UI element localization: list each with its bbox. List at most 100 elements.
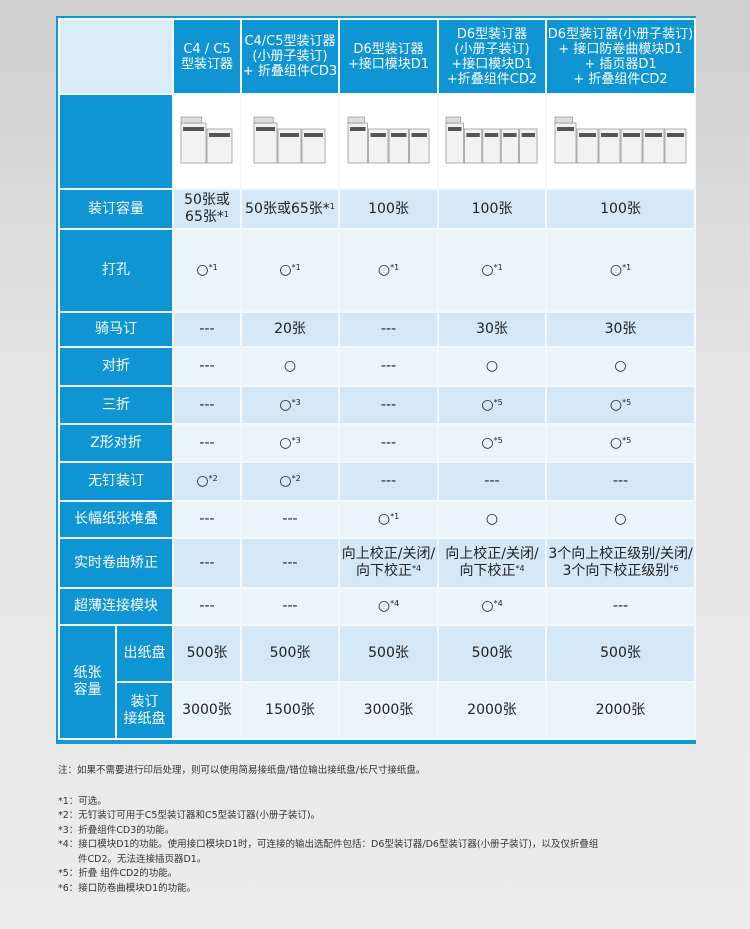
footnote-marker: *5 [622,435,632,445]
row-label: 长幅纸张堆叠 [58,500,174,539]
row-label-text: 骑马订 [95,321,137,337]
table-cell: 500张 [240,624,340,683]
table-cell: ○*3 [240,385,340,425]
footnote-marker: *4 [515,564,525,573]
footnote: *2：无钉装订可用于C5型装订器和C5型装订器(小册子装订)。 [58,810,321,821]
cell-value: 2000张 [467,702,517,718]
footnote-marker: *4 [411,564,422,573]
printer-illustration-icon [445,116,538,164]
row-label: 装订容量 [58,188,174,230]
row-label-text: 装订容量 [88,200,144,217]
footnote-marker: *4 [493,599,503,608]
corner-cell [58,18,174,95]
row-label: 打孔 [58,228,174,313]
cell-value: ○ [614,511,627,527]
footnote-marker: *6 [669,564,679,573]
cell-value: 向上校正/关闭/ 向下校正 [341,546,436,579]
table-row: Z形对折 --- ○*3 --- ○*5 ○*5 [58,423,696,463]
footnote: 件CD2。无法连接插页器D1。 [78,853,207,865]
table-cell: 3000张 [338,681,439,740]
table-cell: --- [172,385,242,425]
table-cell: --- [240,537,340,589]
table-row: 三折 --- ○*3 --- ○*5 ○*5 [58,385,696,425]
footnote-marker: 1 [329,201,335,211]
table-cell: --- [338,311,439,348]
column-header-text: D6型装订器(小册子装订) + 接口防卷曲模块D1 + 插页器D1 + 折叠组件… [547,26,694,87]
cell-value: --- [380,358,397,374]
table-cell: --- [545,461,696,502]
table-cell: --- [240,587,340,626]
capacity-row: 纸张 容量 出纸盘 500张 500张 500张 500张 500张 [58,624,696,740]
column-header: C4/C5型装订器 (小册子装订) + 折叠组件CD3 [240,18,340,95]
table-cell: --- [338,385,439,425]
cell-value: --- [199,396,215,413]
cell-value: 50张或65张* [245,200,330,217]
cell-value: 500张 [186,645,228,661]
table-cell: 100张 [437,188,547,230]
footnote-marker: *1 [390,512,400,521]
column-header: C4 / C5 型装订器 [172,18,242,95]
table-cell: ○*2 [172,461,242,502]
image-row [58,93,696,190]
cell-value: 100张 [471,200,513,217]
table-cell: 2000张 [437,681,547,740]
printer-illustration-icon [253,116,326,164]
footnote: *6：接口防卷曲模块D1的功能。 [58,882,197,894]
table-cell: --- [338,423,439,463]
cell-value: ○ [279,396,292,413]
image-row-label [58,93,174,190]
table-cell: 30张 [437,311,547,348]
table-cell: --- [172,311,242,348]
row-label-text: 装订 接纸盘 [123,693,166,727]
table-cell: ○*4 [437,587,547,626]
row-label: 无钉装订 [58,461,174,502]
cell-value: --- [380,321,397,337]
cell-value: --- [612,598,629,614]
cell-value: ○ [481,598,494,614]
cell-value: --- [282,511,298,527]
table-cell: 500张 [437,624,547,683]
note-main: 注：如果不需要进行印后处理，则可以使用简易接纸盘/错位输出接纸盘/长尺寸接纸盘。 [58,765,426,776]
row-label: 三折 [58,385,174,425]
table-cell: 50张或65张*1 [240,188,340,230]
table-cell: --- [240,500,340,539]
table-cell: 100张 [338,188,439,230]
table-row: 装订容量 50张或 65张*1 50张或65张*1 100张 100张 100张 [58,188,696,230]
column-header-text: D6型装订器 (小册子装订) +接口模块D1 +折叠组件CD2 [446,26,538,87]
cell-value: --- [199,511,215,527]
table-cell: 3000张 [172,681,242,740]
footnote-marker: *2 [291,474,301,483]
row-label-text: 长幅纸张堆叠 [74,511,158,527]
table-cell: 50张或 65张*1 [172,188,242,230]
product-image [172,93,242,190]
spec-comparison-table: C4 / C5 型装订器 C4/C5型装订器 (小册子装订) + 折叠组件CD3 D… [58,18,696,740]
footnote: *1：可选。 [58,795,107,807]
table-row: 无钉装订 ○*2 ○*2 --- --- --- [58,461,696,502]
notes: 注：如果不需要进行印后处理，则可以使用简易接纸盘/错位输出接纸盘/长尺寸接纸盘。… [58,764,598,896]
table-cell: --- [172,423,242,463]
cell-value: --- [484,473,500,489]
table-cell: ○*4 [338,587,439,626]
cell-value: ○ [377,511,391,527]
table-cell: --- [437,461,547,502]
row-label-text: 三折 [102,396,130,413]
cell-value: --- [199,358,215,374]
cell-value: ○ [609,396,623,413]
column-header-text: C4 / C5 型装订器 [180,41,233,72]
cell-value: ○ [609,262,623,278]
cell-value: 20张 [274,321,306,337]
row-label-text: Z形对折 [90,434,142,451]
table-cell: ○ [437,346,547,387]
row-label: 装订 接纸盘 [115,681,174,740]
footnote-marker: *5 [493,435,503,445]
cell-value: ○ [481,396,494,413]
table-cell: ○*5 [437,423,547,463]
table-cell: ○*5 [545,423,696,463]
cell-value: 3000张 [363,702,414,718]
table-cell: ○*3 [240,423,340,463]
cell-value: 500张 [368,645,409,661]
table-cell: ○*1 [338,228,439,313]
table-cell: 30张 [545,311,696,348]
row-label-text: 超薄连接模块 [74,598,158,614]
table-cell: ○*1 [240,228,340,313]
